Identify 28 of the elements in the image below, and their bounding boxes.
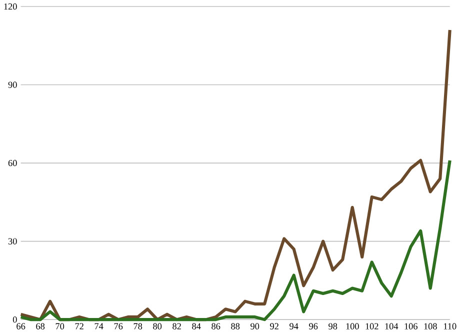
- x-tick-label: 72: [75, 323, 84, 330]
- y-tick-label: 120: [4, 3, 17, 10]
- x-tick-label: 104: [385, 323, 398, 330]
- x-tick-label: 94: [290, 323, 298, 330]
- y-tick-label: 0: [12, 316, 17, 323]
- x-tick-label: 80: [153, 323, 162, 330]
- x-tick-label: 84: [192, 323, 201, 330]
- x-tick-label: 74: [94, 323, 104, 330]
- x-tick-label: 76: [114, 323, 123, 330]
- x-tick-label: 100: [346, 323, 359, 330]
- x-tick-label: 106: [404, 323, 418, 330]
- x-tick-label: 98: [328, 323, 338, 330]
- x-tick-label: 92: [270, 323, 278, 330]
- x-tick-label: 68: [36, 323, 45, 330]
- x-tick-label: 108: [424, 323, 437, 330]
- x-tick-label: 110: [444, 323, 456, 330]
- x-tick-label: 88: [231, 323, 240, 330]
- x-tick-label: 70: [56, 323, 64, 330]
- x-tick-label: 86: [212, 323, 220, 330]
- x-tick-label: 90: [250, 323, 260, 330]
- x-tick-label: 78: [134, 323, 142, 330]
- x-tick-label: 82: [172, 323, 181, 330]
- y-tick-label: 60: [8, 160, 17, 166]
- y-tick-label: 90: [8, 82, 17, 88]
- x-tick-label: 66: [16, 323, 26, 330]
- y-tick-label: 30: [8, 238, 17, 245]
- x-tick-label: 96: [309, 323, 318, 330]
- x-tick-label: 102: [366, 323, 378, 330]
